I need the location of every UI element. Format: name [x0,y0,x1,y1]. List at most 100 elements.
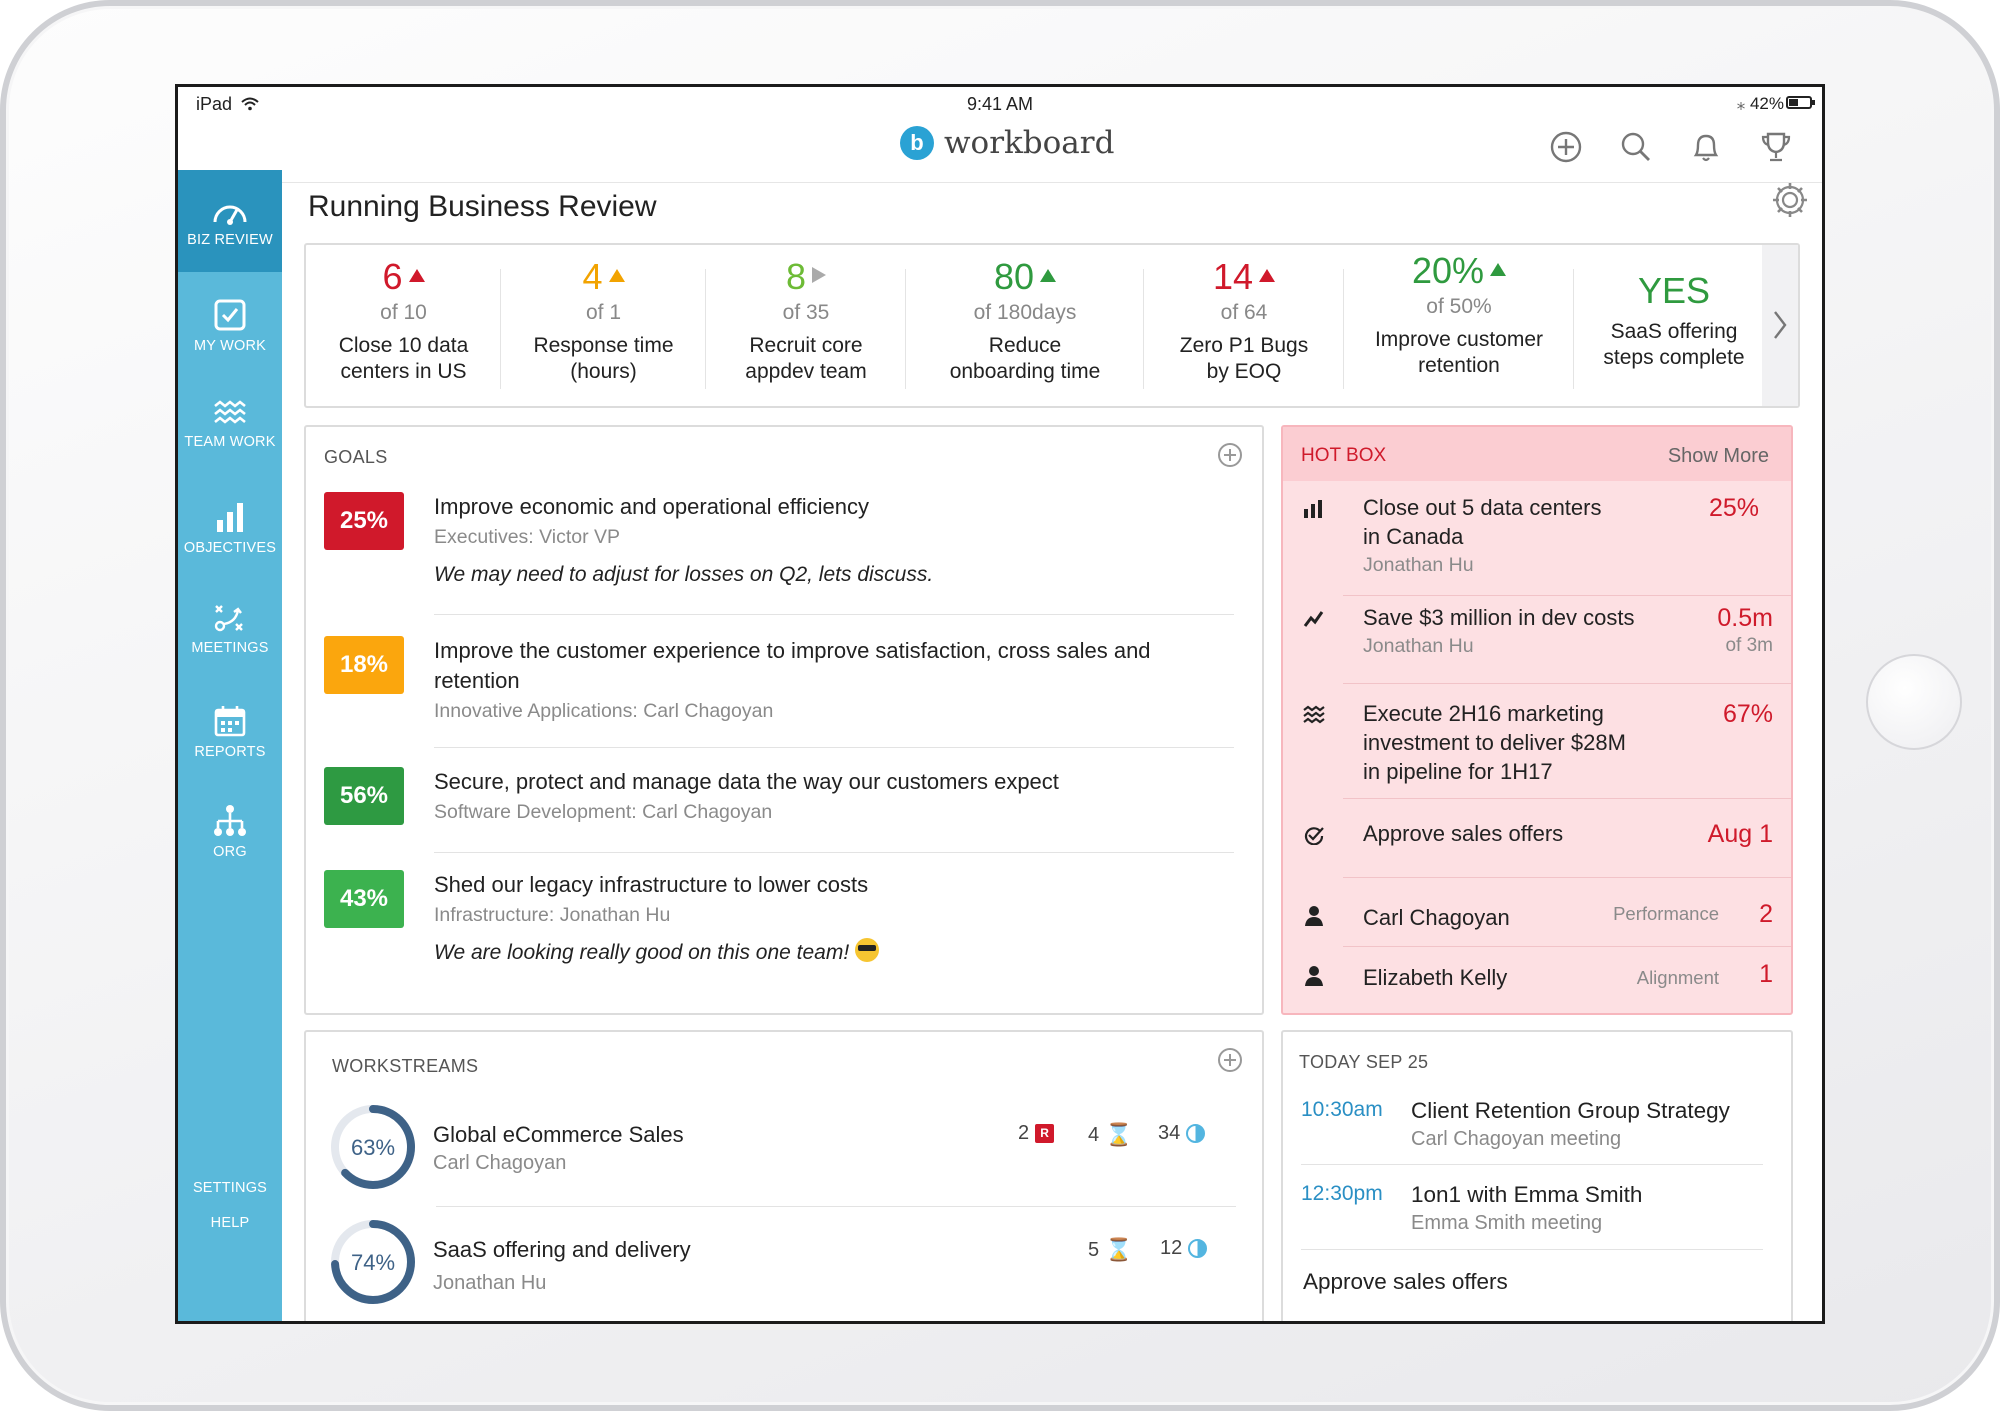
goals-panel: GOALS 25% Improve economic and operation… [304,425,1264,1015]
workstream-owner: Jonathan Hu [433,1272,547,1294]
kpi-card[interactable]: YES SaaS offering steps complete [1574,245,1774,406]
goal-owner: Infrastructure: Jonathan Hu [434,904,671,926]
home-button[interactable] [1866,654,1962,750]
add-goal-icon[interactable] [1216,441,1244,469]
bar-chart-icon [217,503,243,532]
battery-icon [1786,96,1815,109]
kpi-card[interactable]: 80 of 180days Reduce onboarding time [906,245,1144,406]
workstream-title: Global eCommerce Sales [433,1122,684,1147]
overdue-count: 4 ⌛ [1088,1122,1133,1147]
show-more-link[interactable]: Show More [1667,445,1769,467]
kpi-label: Improve customer retention [1374,328,1544,377]
sidebar-item-biz-review[interactable]: BIZ REVIEW [178,170,282,272]
kpi-card[interactable]: 20% of 50% Improve customer retention [1344,245,1574,406]
kpi-label: Close 10 data centers in US [338,334,469,383]
hotbox-header: HOT BOX Show More [1283,427,1791,481]
battery-status: ⁎ 42% [1736,94,1784,113]
kpi-card[interactable]: 14 of 64 Zero P1 Bugs by EOQ [1144,245,1344,406]
hotbox-panel: HOT BOX Show More Close out 5 data cente… [1281,425,1793,1015]
goal-note: We are looking really good on this one t… [434,938,1214,968]
hourglass-icon: ⌛ [1105,1237,1133,1262]
top-actions [1544,125,1798,169]
person-icon [1305,966,1323,986]
sidebar-item-label: OBJECTIVES [183,540,277,556]
hotbox-item-title: in pipeline for 1H17 [1363,759,1553,784]
gear-icon[interactable] [1770,180,1810,220]
search-icon[interactable] [1614,125,1658,169]
kpi-card[interactable]: 8 of 35 Recruit core appdev team [706,245,906,406]
progress-percent: 74% [351,1250,395,1275]
sidebar-item-team-work[interactable]: TEAM WORK [178,398,282,450]
workstreams-title: WORKSTREAMS [332,1056,479,1076]
goal-title: Improve the customer experience to impro… [434,638,1151,693]
kpi-label: SaaS offering steps complete [1603,320,1745,369]
wifi-icon [241,97,259,111]
half-circle-icon [1186,1124,1206,1143]
today-title: TODAY SEP 25 [1299,1052,1429,1072]
sidebar-item-meetings[interactable]: MEETINGS [178,602,282,656]
hotbox-item-title: in Canada [1363,524,1464,549]
sidebar-item-my-work[interactable]: MY WORK [178,298,282,354]
kpi-of: of 64 [1220,301,1268,324]
person-icon [1305,906,1323,926]
hotbox-item-category: Performance [1613,903,1719,924]
trend-up-icon [1040,269,1057,282]
sidebar-item-label: BIZ REVIEW [187,232,273,248]
overdue-count: 5 ⌛ [1088,1237,1133,1262]
hotbox-title: HOT BOX [1301,445,1387,466]
sidebar-item-reports[interactable]: REPORTS [178,704,282,760]
kpi-value: 6 [306,255,501,299]
checkbox-icon [214,299,246,331]
kpi-of: of 10 [380,301,427,324]
trophy-icon[interactable] [1754,125,1798,169]
today-panel: TODAY SEP 25 10:30am Client Retention Gr… [1281,1030,1793,1321]
hotbox-item-sub: of 3m [1725,635,1773,656]
sidebar-item-label: MEETINGS [191,640,269,656]
kpi-of: of 50% [1426,295,1492,318]
hotbox-item-owner: Jonathan Hu [1363,554,1474,576]
kpi-card[interactable]: 4 of 1 Response time (hours) [501,245,706,406]
goal-percent: 56% [324,767,404,825]
kpi-label: Recruit core appdev team [745,334,867,383]
kpi-next-button[interactable] [1762,245,1798,406]
hotbox-item-title: investment to deliver $28M [1363,730,1626,755]
add-icon[interactable] [1544,125,1588,169]
kpi-card[interactable]: 6 of 10 Close 10 data centers in US [306,245,501,406]
in-progress-count: 34 [1158,1122,1206,1145]
event-time: 10:30am [1301,1098,1383,1121]
check-circle-icon [1304,827,1324,845]
sidebar-item-org[interactable]: ORG [178,804,282,860]
bar-chart-icon [1304,500,1322,518]
sidebar-item-objectives[interactable]: OBJECTIVES [178,500,282,556]
waves-icon [1303,705,1325,724]
kpi-value: 4 [501,255,706,299]
kpi-value: YES [1637,270,1711,311]
trend-up-icon [1490,263,1507,276]
strategy-icon [214,605,243,632]
risk-icon: R [1035,1124,1055,1143]
kpi-label: Response time (hours) [533,334,674,383]
waves-icon [214,400,246,424]
add-workstream-icon[interactable] [1216,1046,1244,1074]
hotbox-item-title: Save $3 million in dev costs [1363,605,1635,630]
bell-icon[interactable] [1684,125,1728,169]
kpi-value: 80 [906,255,1144,299]
sunglasses-emoji-icon [855,938,880,962]
goal-title: Secure, protect and manage data the way … [434,769,1059,794]
task-title: Approve sales offers [1303,1269,1508,1294]
goal-owner: Executives: Victor VP [434,526,621,548]
chevron-right-icon [1774,311,1787,339]
kpi-strip: 6 of 10 Close 10 data centers in US 4 of … [304,243,1800,408]
status-bar: iPad 9:41 AM ⁎ 42% [178,87,1822,117]
event-title: 1on1 with Emma Smith [1411,1182,1643,1207]
org-chart-icon [214,805,246,836]
help-link[interactable]: HELP [210,1215,250,1231]
settings-link[interactable]: SETTINGS [192,1180,268,1196]
app-logo: b workboard [900,125,1114,161]
workstream-owner: Carl Chagoyan [433,1152,567,1174]
hotbox-item-title: Approve sales offers [1363,821,1564,846]
goal-title: Improve economic and operational efficie… [434,494,869,519]
kpi-of: of 180days [973,301,1077,324]
clock: 9:41 AM [966,94,1034,114]
